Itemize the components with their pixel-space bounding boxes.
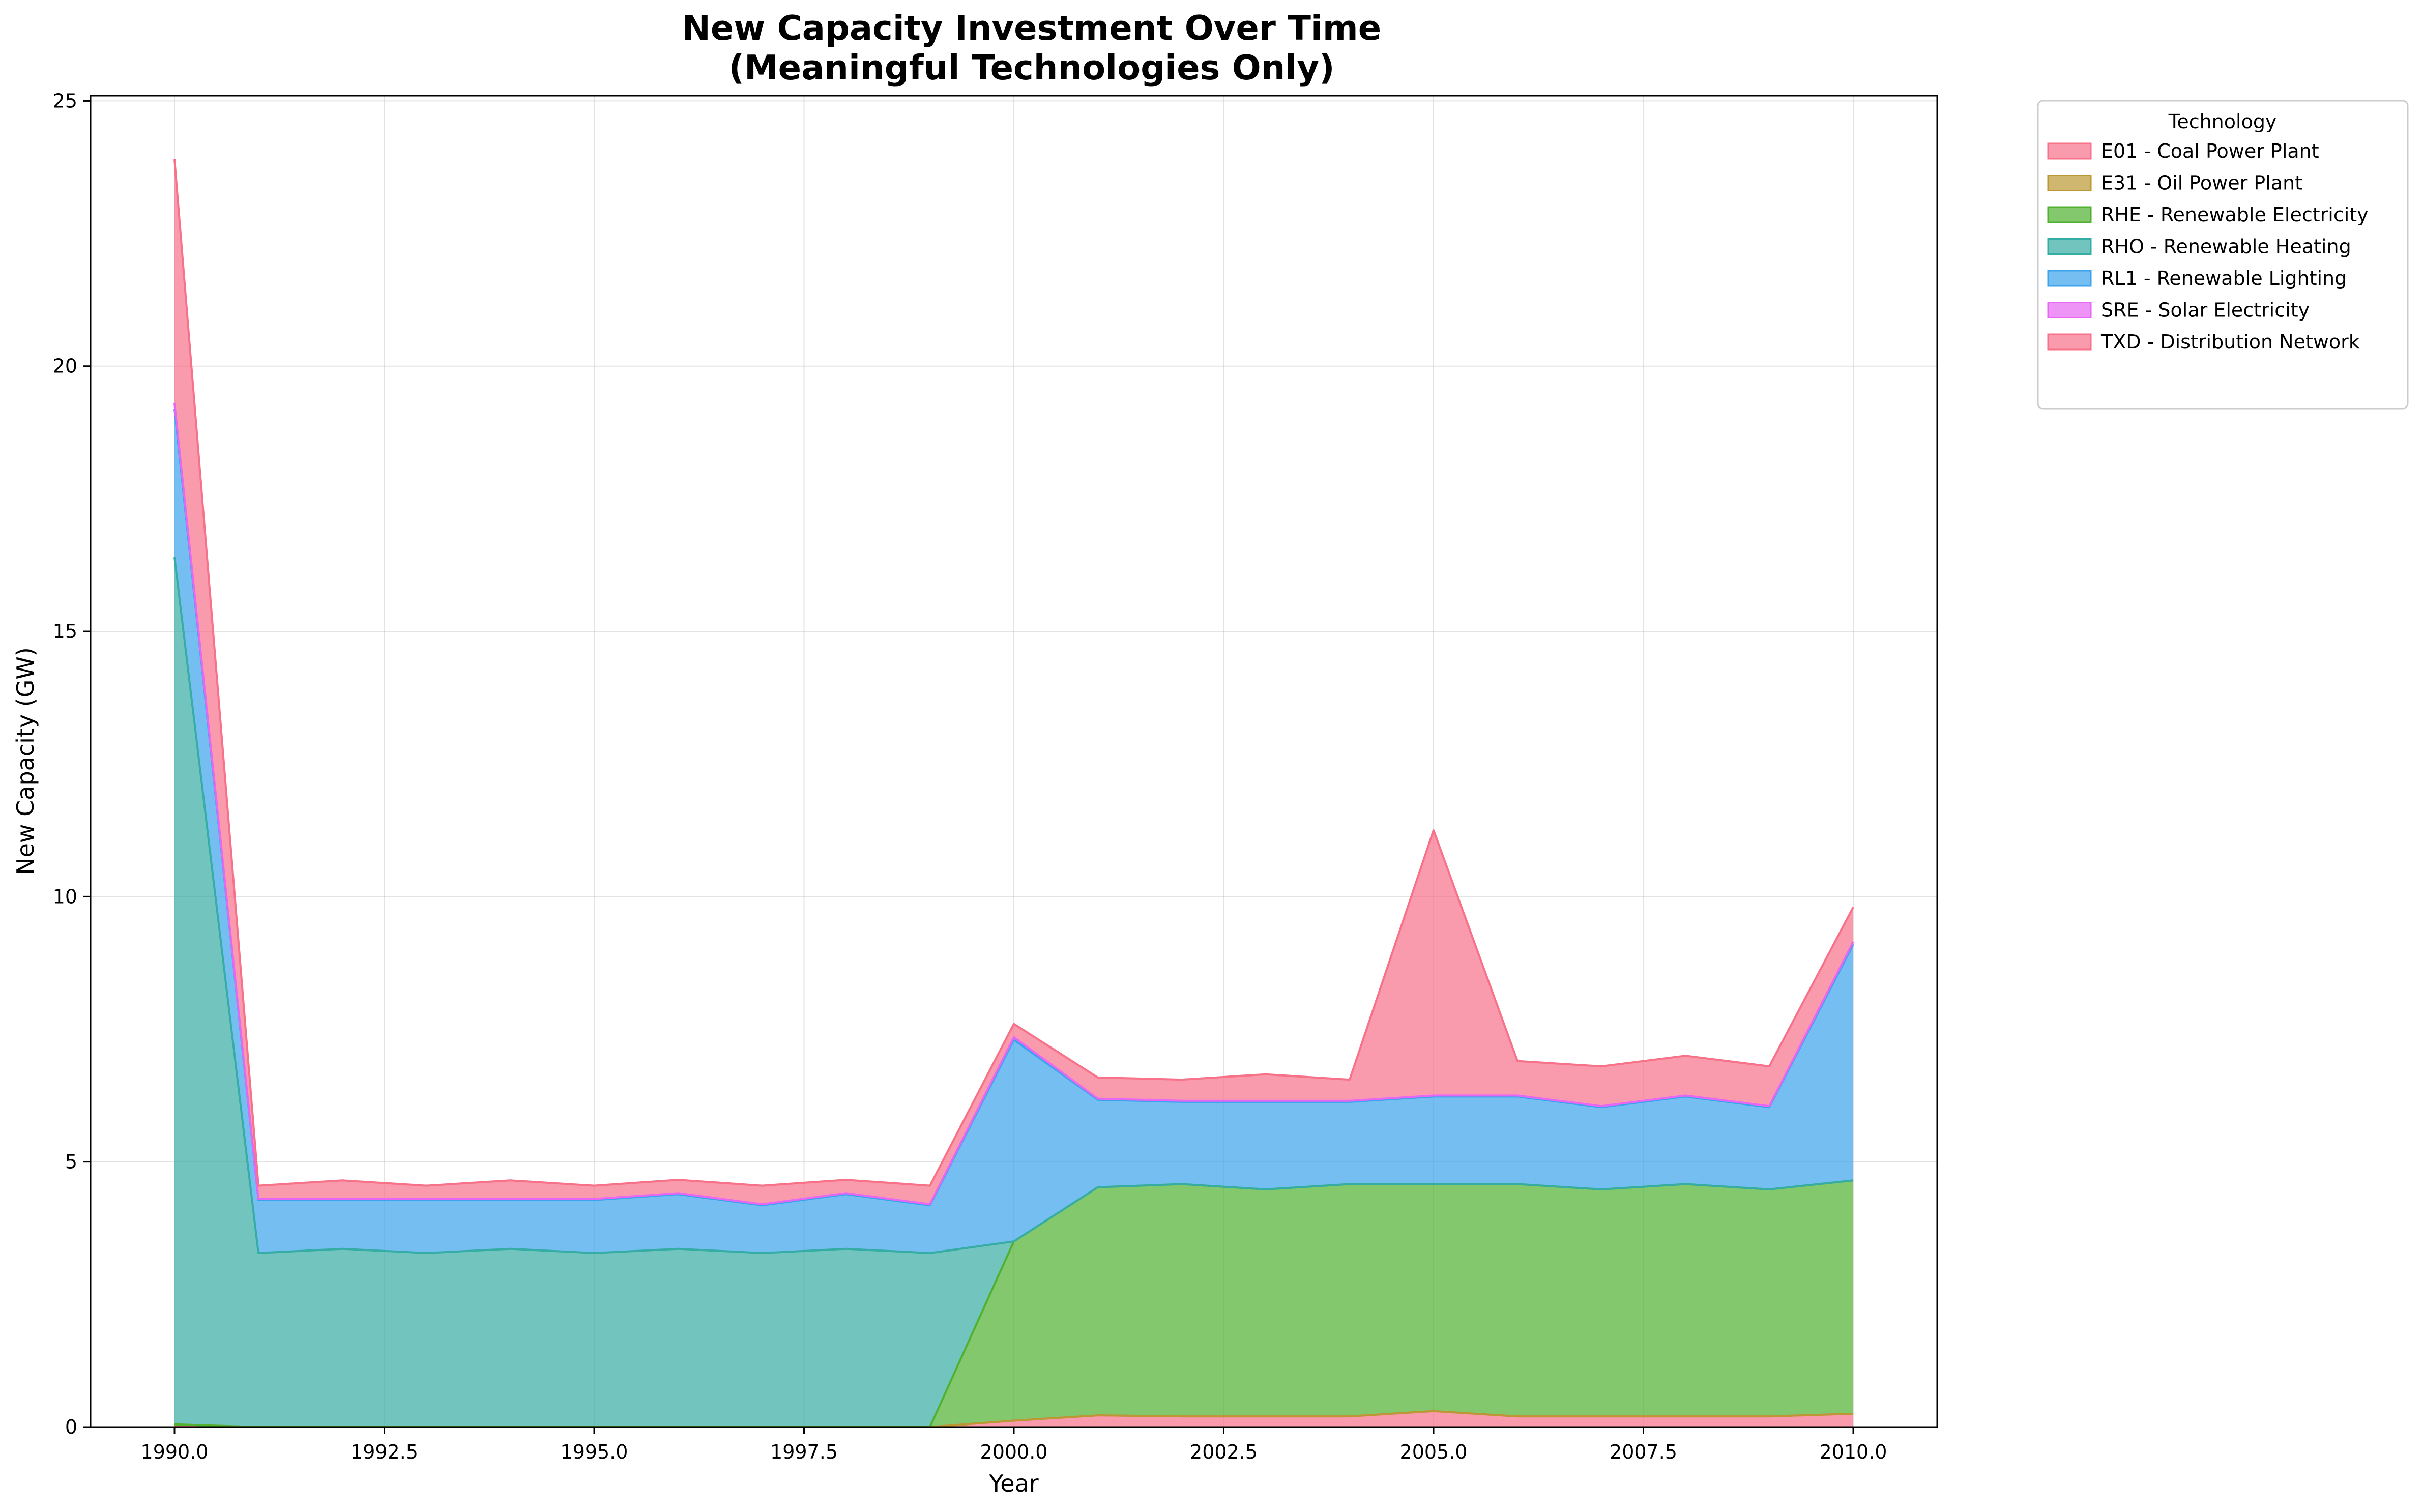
legend-label: SRE - Solar Electricity (2101, 299, 2310, 322)
area-txd (174, 159, 1853, 1205)
legend-item: TXD - Distribution Network (2047, 331, 2360, 353)
y-tick-label: 15 (53, 620, 77, 643)
x-tick-label: 1990.0 (141, 1441, 209, 1463)
area-edge-sre (173, 403, 1854, 1206)
y-tick-label: 25 (53, 90, 77, 112)
legend-swatch (2047, 302, 2092, 318)
legend-box (2037, 100, 2409, 410)
legend-swatch (2047, 333, 2092, 351)
y-tick-label: 20 (53, 355, 77, 377)
legend-label: RHO - Renewable Heating (2101, 236, 2351, 258)
x-tick-label: 2000.0 (980, 1441, 1048, 1463)
legend-label: E31 - Oil Power Plant (2101, 172, 2302, 194)
y-tick-label: 0 (65, 1416, 77, 1438)
legend-item: RHE - Renewable Electricity (2047, 203, 2369, 226)
x-tick-label: 1992.5 (351, 1441, 418, 1463)
legend-swatch (2047, 175, 2092, 191)
legend-item: RL1 - Renewable Lighting (2047, 267, 2347, 289)
legend-title: Technology (2168, 110, 2277, 133)
legend-label: RHE - Renewable Electricity (2101, 203, 2369, 226)
stacked-areas (174, 159, 1853, 1427)
legend-swatch (2047, 270, 2092, 287)
legend-label: E01 - Coal Power Plant (2101, 140, 2319, 162)
x-axis-ticks: 1990.0 1992.5 1995.0 1997.5 2000.0 2002.5 2005… (141, 1427, 1887, 1463)
legend-label: TXD - Distribution Network (2100, 331, 2360, 353)
x-tick-label: 2007.5 (1610, 1441, 1677, 1463)
x-tick-label: 1997.5 (770, 1441, 838, 1463)
area-edge-rl1 (173, 408, 1854, 1207)
legend-swatch (2047, 142, 2092, 160)
chart-title: New Capacity Investment Over Time (682, 8, 1381, 48)
x-tick-label: 2005.0 (1400, 1441, 1468, 1463)
y-axis-label: New Capacity (GW) (12, 647, 39, 875)
x-tick-label: 2010.0 (1820, 1441, 1887, 1463)
y-tick-label: 5 (65, 1151, 77, 1173)
legend-item: SRE - Solar Electricity (2047, 299, 2310, 322)
y-axis-ticks: 0 5 10 15 20 25 (53, 90, 91, 1438)
legend-item: RHO - Renewable Heating (2047, 236, 2351, 258)
area-rho (174, 557, 1853, 1427)
area-edge-rho (173, 557, 1854, 1254)
legend: Technology E01 - Coal Power Plant E31 - O… (2037, 100, 2409, 410)
x-tick-label: 1995.0 (561, 1441, 628, 1463)
legend-item: E31 - Oil Power Plant (2047, 172, 2302, 194)
area-rl1 (174, 409, 1853, 1254)
y-tick-label: 10 (53, 885, 77, 908)
chart-subtitle: (Meaningful Technologies Only) (728, 48, 1334, 88)
area-edge-txd (173, 159, 1854, 1187)
legend-label: RL1 - Renewable Lighting (2101, 267, 2347, 289)
legend-swatch (2047, 238, 2092, 255)
area-rhe (174, 1180, 1853, 1427)
legend-swatch (2047, 206, 2092, 223)
legend-item: E01 - Coal Power Plant (2047, 140, 2319, 162)
legend-items: E01 - Coal Power Plant E31 - Oil Power Pl… (2047, 140, 2369, 353)
area-e01 (174, 1411, 1853, 1427)
x-axis-label: Year (988, 1470, 1038, 1497)
x-tick-label: 2002.5 (1190, 1441, 1258, 1463)
